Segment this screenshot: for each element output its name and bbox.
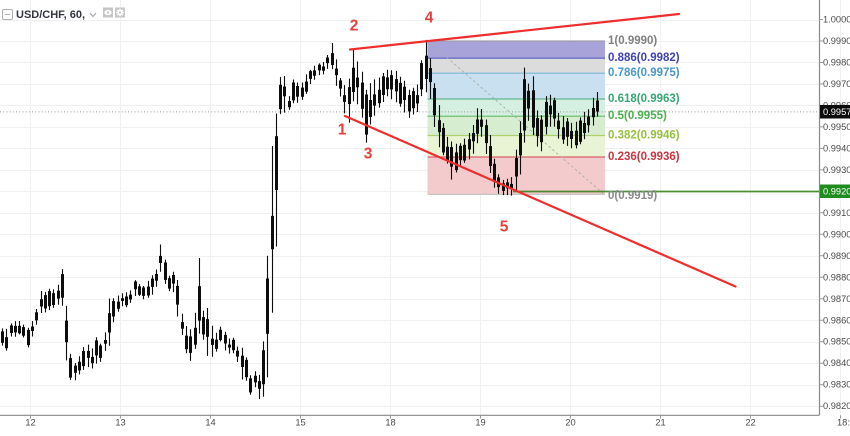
svg-text:13: 13	[115, 418, 125, 428]
svg-text:0.9957: 0.9957	[823, 107, 850, 117]
svg-text:18:0: 18:0	[837, 418, 850, 428]
svg-text:14: 14	[205, 418, 215, 428]
svg-text:5: 5	[500, 219, 509, 236]
svg-text:USD/CHF, 60,: USD/CHF, 60,	[16, 9, 85, 21]
svg-text:0.886(0.9982): 0.886(0.9982)	[608, 52, 680, 64]
svg-text:0.9870: 0.9870	[823, 294, 850, 304]
svg-text:3: 3	[364, 146, 373, 163]
svg-text:0.9940: 0.9940	[823, 143, 850, 153]
svg-text:0.786(0.9975): 0.786(0.9975)	[608, 67, 680, 79]
svg-text:0.9990: 0.9990	[823, 36, 850, 46]
svg-text:0.9900: 0.9900	[823, 229, 850, 239]
svg-text:0.9910: 0.9910	[823, 208, 850, 218]
svg-text:0.9840: 0.9840	[823, 358, 850, 368]
svg-text:0.9820: 0.9820	[823, 401, 850, 411]
svg-text:0.5(0.9955): 0.5(0.9955)	[608, 110, 667, 122]
svg-text:0.9920: 0.9920	[823, 187, 850, 197]
svg-text:1.0000: 1.0000	[823, 15, 850, 25]
svg-text:0.9850: 0.9850	[823, 337, 850, 347]
svg-text:20: 20	[565, 418, 575, 428]
svg-text:0.9860: 0.9860	[823, 315, 850, 325]
svg-text:0.382(0.9946): 0.382(0.9946)	[608, 130, 680, 142]
svg-text:0.236(0.9936): 0.236(0.9936)	[608, 151, 680, 163]
svg-text:12: 12	[25, 418, 35, 428]
svg-text:0.618(0.9963): 0.618(0.9963)	[608, 93, 680, 105]
svg-text:0.9980: 0.9980	[823, 58, 850, 68]
svg-text:1(0.9990): 1(0.9990)	[608, 35, 657, 47]
svg-text:0.9890: 0.9890	[823, 251, 850, 261]
svg-text:18: 18	[385, 418, 395, 428]
svg-text:19: 19	[475, 418, 485, 428]
svg-text:0.9930: 0.9930	[823, 165, 850, 175]
svg-text:0.9950: 0.9950	[823, 122, 850, 132]
svg-text:4: 4	[425, 10, 434, 27]
svg-text:21: 21	[655, 418, 665, 428]
svg-text:0(0.9919): 0(0.9919)	[608, 190, 657, 202]
svg-text:0.9880: 0.9880	[823, 272, 850, 282]
svg-text:1: 1	[338, 122, 347, 139]
svg-text:0.9970: 0.9970	[823, 79, 850, 89]
svg-text:22: 22	[745, 418, 755, 428]
svg-text:2: 2	[350, 18, 359, 35]
svg-text:0.9830: 0.9830	[823, 380, 850, 390]
svg-text:15: 15	[295, 418, 305, 428]
